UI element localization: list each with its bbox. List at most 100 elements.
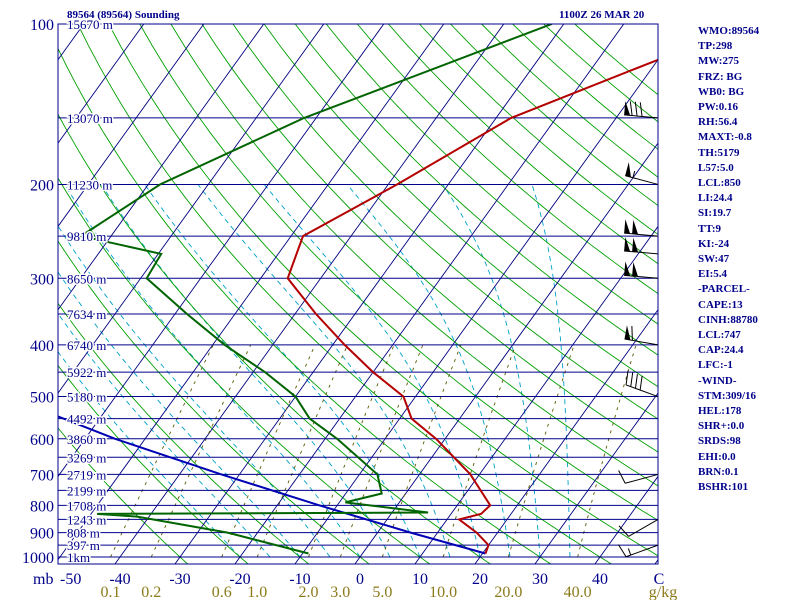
isotherm bbox=[474, 309, 658, 564]
wind-barb-pennant bbox=[632, 237, 639, 253]
index-line: EI:5.4 bbox=[698, 268, 728, 281]
height-label: 2199 m bbox=[67, 483, 106, 498]
moist-adiabat bbox=[58, 271, 301, 558]
mixing-ratio-tick-label: 2.0 bbox=[299, 584, 319, 600]
dry-adiabat bbox=[58, 302, 310, 564]
height-label: 5180 m bbox=[67, 390, 106, 405]
wind-barb-flag bbox=[639, 102, 643, 117]
isotherm bbox=[174, 24, 565, 564]
wind-barb-staff bbox=[625, 175, 659, 185]
wind-barb-staff bbox=[624, 274, 659, 279]
isotherm bbox=[114, 24, 505, 564]
dry-adiabat bbox=[58, 113, 492, 564]
index-line: SI:19.7 bbox=[698, 207, 732, 220]
height-label: 5922 m bbox=[67, 365, 106, 380]
index-line: TP:298 bbox=[698, 40, 733, 53]
station-title: 89564 (89564) Sounding bbox=[67, 9, 180, 21]
dry-adiabat bbox=[294, 24, 658, 356]
isotherm bbox=[58, 24, 145, 144]
isotherm bbox=[58, 24, 265, 311]
dry-adiabat bbox=[58, 47, 552, 564]
wind-barb-staff bbox=[625, 544, 659, 558]
height-label: 2719 m bbox=[67, 467, 106, 482]
wind-barb bbox=[625, 370, 659, 398]
parcel-trace bbox=[58, 415, 486, 555]
pressure-label: 400 bbox=[30, 338, 54, 355]
temperature-trace bbox=[286, 58, 658, 554]
temperature-tick-label: -40 bbox=[109, 571, 130, 588]
height-label: 1243 m bbox=[67, 512, 106, 527]
mixing-ratio-tick-label: 5.0 bbox=[372, 584, 392, 600]
height-label: 1708 m bbox=[67, 498, 106, 513]
temperature-tick-label: -30 bbox=[169, 571, 190, 588]
background-grid bbox=[58, 24, 658, 564]
wind-barb-flag bbox=[634, 374, 638, 389]
temperature-unit-label: C bbox=[654, 571, 665, 588]
pressure-label: 700 bbox=[30, 467, 54, 484]
mixing-ratio-tick-label: 1.0 bbox=[247, 584, 267, 600]
index-line: LFC:-1 bbox=[698, 359, 733, 372]
plot-frame bbox=[57, 23, 659, 565]
isotherm bbox=[234, 24, 625, 564]
wind-barbs bbox=[618, 100, 659, 558]
height-label: 3860 m bbox=[67, 432, 106, 447]
height-label: 9810 m bbox=[67, 229, 106, 244]
height-label: 1km bbox=[67, 550, 90, 565]
moist-adiabat bbox=[64, 184, 361, 558]
index-line: TH:5179 bbox=[698, 146, 740, 159]
index-line: HEL:178 bbox=[698, 405, 742, 418]
moist-adiabat bbox=[144, 184, 421, 558]
isotherm bbox=[58, 24, 445, 561]
wind-barb-flag bbox=[625, 370, 629, 385]
height-label: 808 m bbox=[67, 526, 100, 541]
wind-barb-pennant bbox=[632, 219, 639, 235]
wind-barb-pennant bbox=[624, 100, 631, 116]
index-line: PW:0.16 bbox=[698, 101, 739, 114]
index-line: SHR+:0.0 bbox=[698, 420, 745, 433]
index-line: SRDS:98 bbox=[698, 435, 741, 448]
wind-barb-pennant bbox=[632, 262, 639, 277]
pressure-label: 500 bbox=[30, 390, 54, 407]
wind-barb-half-flag bbox=[632, 170, 636, 178]
height-label: 397 m bbox=[67, 538, 100, 553]
mixing-ratio-line bbox=[507, 344, 575, 558]
wind-barb bbox=[624, 325, 659, 346]
index-line: RH:56.4 bbox=[698, 116, 738, 129]
pressure-unit-label: mb bbox=[33, 571, 53, 588]
height-label: 13070 m bbox=[67, 111, 113, 126]
isotherm bbox=[294, 59, 658, 564]
index-line: MW:275 bbox=[698, 55, 739, 68]
height-label: 7634 m bbox=[67, 307, 106, 322]
index-line: BSHR:101 bbox=[698, 481, 749, 494]
index-line: SW:47 bbox=[698, 253, 730, 266]
index-line: CAPE:13 bbox=[698, 298, 743, 311]
index-line: FRZ: BG bbox=[698, 70, 743, 83]
index-line: BRN:0.1 bbox=[698, 465, 739, 478]
wind-barb bbox=[618, 544, 659, 558]
index-line: MAXT:-0.8 bbox=[698, 131, 752, 144]
index-line: -PARCEL- bbox=[698, 283, 750, 296]
wind-barb-flag bbox=[630, 372, 634, 387]
index-line: STM:309/16 bbox=[698, 389, 757, 402]
wind-barb bbox=[624, 219, 659, 237]
height-label: 4492 m bbox=[67, 412, 106, 427]
mixing-ratio-line bbox=[442, 344, 517, 558]
stability-indices-panel: WMO:89564 TP:298 MW:275 FRZ: BG WB0: BG PW:0.… bbox=[698, 24, 800, 495]
temperature-tick-label: -10 bbox=[289, 571, 310, 588]
temperature-tick-label: 40 bbox=[592, 571, 608, 588]
pressure-label: 900 bbox=[30, 526, 54, 543]
wind-barb-staff bbox=[624, 250, 659, 255]
wind-barb-flag bbox=[618, 470, 626, 484]
mixing-ratio-tick-label: 20.0 bbox=[494, 584, 522, 600]
wind-barb-staff bbox=[625, 384, 659, 398]
wind-barb bbox=[618, 470, 659, 484]
temperature-tick-label: 10 bbox=[412, 571, 428, 588]
pressure-label: 600 bbox=[30, 432, 54, 449]
mixing-ratio-tick-label: 3.0 bbox=[330, 584, 350, 600]
mixing-ratio-tick-label: 0.6 bbox=[212, 584, 232, 600]
isotherm bbox=[58, 24, 325, 394]
moist-adiabat bbox=[197, 184, 451, 558]
dry-adiabat bbox=[58, 364, 249, 564]
isotherm bbox=[594, 475, 658, 564]
